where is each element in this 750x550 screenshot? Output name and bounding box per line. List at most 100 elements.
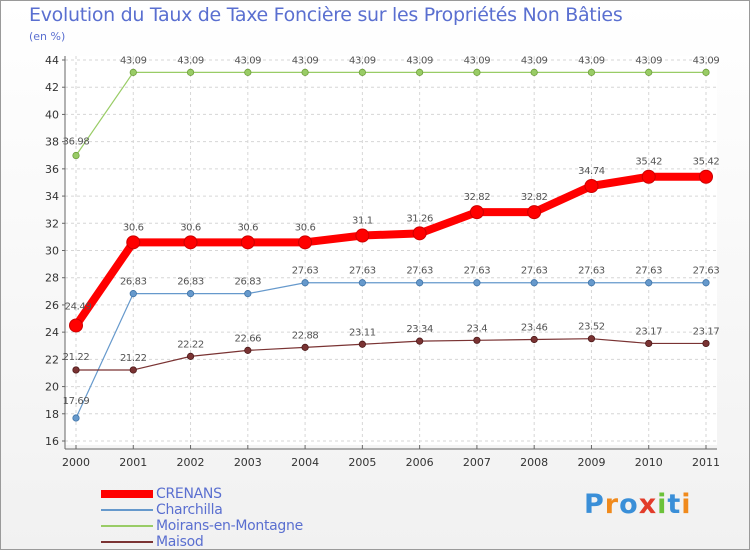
- y-tick-label: 30: [45, 245, 59, 258]
- data-label-moirans-en-montagne: 36.98: [63, 137, 90, 148]
- data-point-crenans: [412, 226, 427, 241]
- data-point-crenans: [469, 205, 484, 220]
- data-label-charchilla: 26.83: [177, 277, 204, 288]
- data-point-crenans: [69, 318, 83, 333]
- data-point-moirans-en-montagne: [244, 68, 252, 76]
- x-tick-label: 2007: [463, 456, 491, 469]
- data-label-moirans-en-montagne: 43.09: [635, 55, 662, 66]
- data-label-charchilla: 17.69: [63, 396, 90, 407]
- data-point-charchilla: [129, 290, 137, 298]
- x-tick-label: 2003: [234, 456, 262, 469]
- data-point-charchilla: [301, 279, 309, 287]
- data-point-moirans-en-montagne: [530, 68, 538, 76]
- data-label-maisod: 22.66: [234, 333, 261, 344]
- y-tick-label: 32: [45, 217, 59, 230]
- y-tick-label: 22: [45, 353, 59, 366]
- data-label-charchilla: 27.63: [635, 266, 662, 277]
- data-point-maisod: [530, 335, 538, 344]
- data-label-crenans: 30.6: [237, 222, 258, 233]
- data-point-maisod: [645, 339, 653, 348]
- data-point-moirans-en-montagne: [301, 68, 309, 76]
- brand-letter: r: [604, 489, 620, 520]
- data-label-moirans-en-montagne: 43.09: [292, 55, 319, 66]
- data-label-charchilla: 27.63: [292, 266, 319, 277]
- data-point-crenans: [584, 179, 599, 194]
- data-label-maisod: 22.88: [292, 330, 319, 341]
- data-label-crenans: 24.49: [65, 301, 92, 312]
- data-label-moirans-en-montagne: 43.09: [693, 55, 720, 66]
- data-label-crenans: 35.42: [693, 157, 720, 168]
- data-point-crenans: [183, 235, 198, 250]
- y-tick-label: 36: [45, 163, 59, 176]
- data-label-crenans: 31.1: [352, 216, 373, 227]
- x-tick-label: 2010: [635, 456, 663, 469]
- x-tick-label: 2004: [291, 456, 319, 469]
- data-point-charchilla: [473, 279, 481, 287]
- data-label-crenans: 31.26: [406, 213, 433, 224]
- legend-item-crenans: CRENANS: [101, 486, 361, 502]
- series-line-moirans-en-montagne: [75, 71, 707, 157]
- data-label-crenans: 30.6: [123, 222, 144, 233]
- data-point-crenans: [527, 205, 542, 220]
- data-label-charchilla: 26.83: [120, 277, 147, 288]
- data-point-moirans-en-montagne: [645, 68, 653, 76]
- data-point-maisod: [129, 366, 137, 374]
- data-label-maisod: 21.22: [120, 353, 147, 364]
- data-label-charchilla: 27.63: [349, 266, 376, 277]
- data-label-crenans: 30.6: [180, 222, 201, 233]
- data-label-charchilla: 27.63: [578, 266, 605, 277]
- brand-letter: P: [584, 489, 605, 520]
- series-line-crenans: [72, 172, 710, 330]
- data-point-charchilla: [645, 279, 653, 287]
- data-label-crenans: 30.6: [295, 222, 316, 233]
- data-label-maisod: 23.46: [521, 322, 548, 333]
- data-point-crenans: [298, 235, 313, 250]
- data-label-crenans: 35.42: [635, 157, 662, 168]
- data-point-moirans-en-montagne: [473, 68, 481, 76]
- legend-item-maisod: Maisod: [101, 534, 361, 550]
- data-point-moirans-en-montagne: [72, 151, 80, 160]
- data-point-charchilla: [530, 279, 538, 287]
- data-point-moirans-en-montagne: [416, 68, 424, 76]
- x-tick-label: 2002: [177, 456, 205, 469]
- series-line-charchilla: [75, 282, 707, 419]
- data-point-crenans: [641, 169, 656, 184]
- y-tick-label: 42: [45, 81, 59, 94]
- y-tick-label: 38: [45, 136, 59, 149]
- data-label-moirans-en-montagne: 43.09: [349, 55, 376, 66]
- data-point-crenans: [126, 235, 141, 250]
- data-label-maisod: 21.22: [63, 352, 90, 363]
- legend-label: Maisod: [156, 534, 204, 550]
- data-label-maisod: 23.17: [635, 326, 662, 337]
- x-tick-label: 2011: [692, 456, 720, 469]
- chart-title: Evolution du Taux de Taxe Foncière sur l…: [29, 4, 623, 26]
- brand-letter: o: [619, 489, 639, 520]
- legend: CRENANS Charchilla Moirans-en-Montagne Mais…: [101, 486, 361, 550]
- data-point-moirans-en-montagne: [358, 68, 366, 76]
- legend-label: Charchilla: [156, 502, 223, 518]
- y-tick-label: 24: [45, 326, 59, 339]
- data-label-maisod: 23.11: [349, 327, 376, 338]
- data-label-maisod: 23.34: [406, 324, 433, 335]
- legend-item-moirans-en-montagne: Moirans-en-Montagne: [101, 518, 361, 534]
- y-tick-label: 40: [45, 108, 59, 121]
- x-tick-label: 2000: [62, 456, 90, 469]
- data-label-crenans: 34.74: [578, 166, 605, 177]
- data-label-moirans-en-montagne: 43.09: [234, 55, 261, 66]
- data-label-maisod: 23.4: [467, 323, 488, 334]
- data-point-maisod: [72, 366, 80, 374]
- data-label-crenans: 32.82: [464, 192, 491, 203]
- data-point-charchilla: [587, 279, 596, 287]
- y-tick-label: 44: [45, 54, 59, 67]
- data-label-charchilla: 27.63: [406, 266, 433, 277]
- data-label-charchilla: 26.83: [234, 277, 261, 288]
- proxiti-logo: Proxiti: [584, 489, 692, 520]
- data-point-charchilla: [244, 290, 252, 298]
- data-label-charchilla: 27.63: [693, 266, 720, 277]
- data-label-crenans: 32.82: [521, 192, 548, 203]
- data-label-maisod: 23.52: [578, 322, 605, 333]
- data-point-moirans-en-montagne: [702, 68, 710, 76]
- data-point-maisod: [702, 339, 710, 348]
